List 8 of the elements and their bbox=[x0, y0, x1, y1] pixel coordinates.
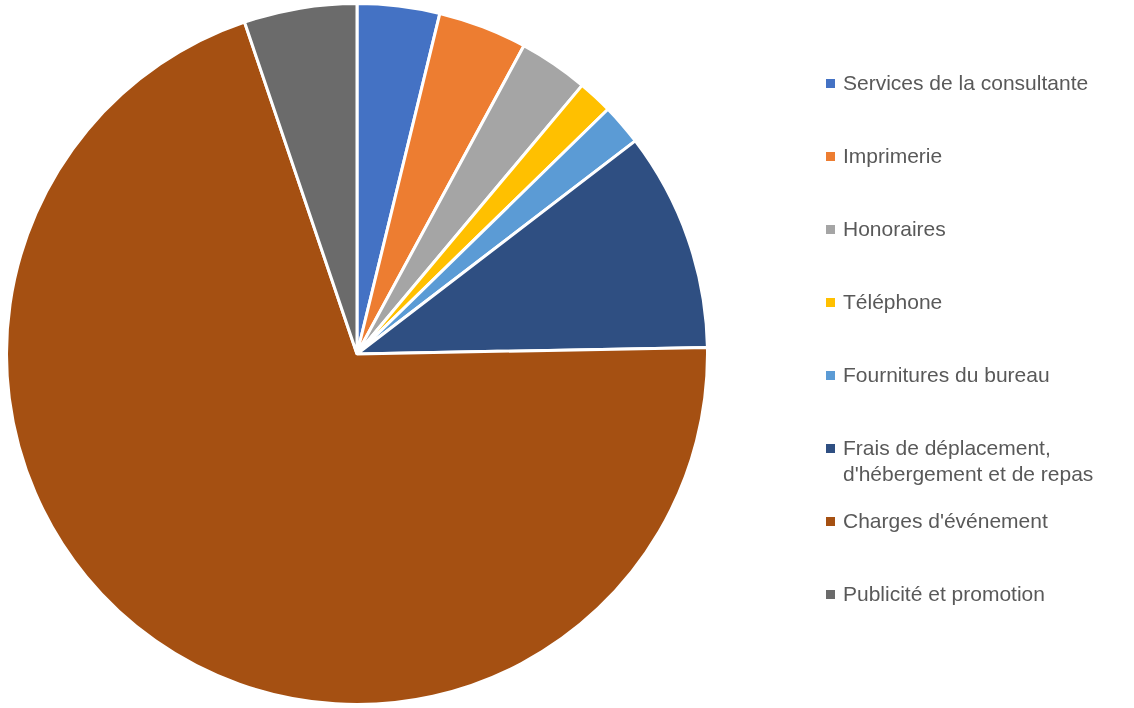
legend-label: Services de la consultante bbox=[843, 70, 1089, 96]
legend-label: Publicité et promotion bbox=[843, 581, 1045, 607]
legend-label: Frais de déplacement, d'hébergement et de repas bbox=[843, 435, 1095, 487]
legend-label: Charges d'événement bbox=[843, 508, 1048, 534]
legend-label: Téléphone bbox=[843, 289, 943, 315]
legend-label: Imprimerie bbox=[843, 143, 943, 169]
legend-label: Fournitures du bureau bbox=[843, 362, 1050, 388]
legend-label: Honoraires bbox=[843, 216, 946, 242]
